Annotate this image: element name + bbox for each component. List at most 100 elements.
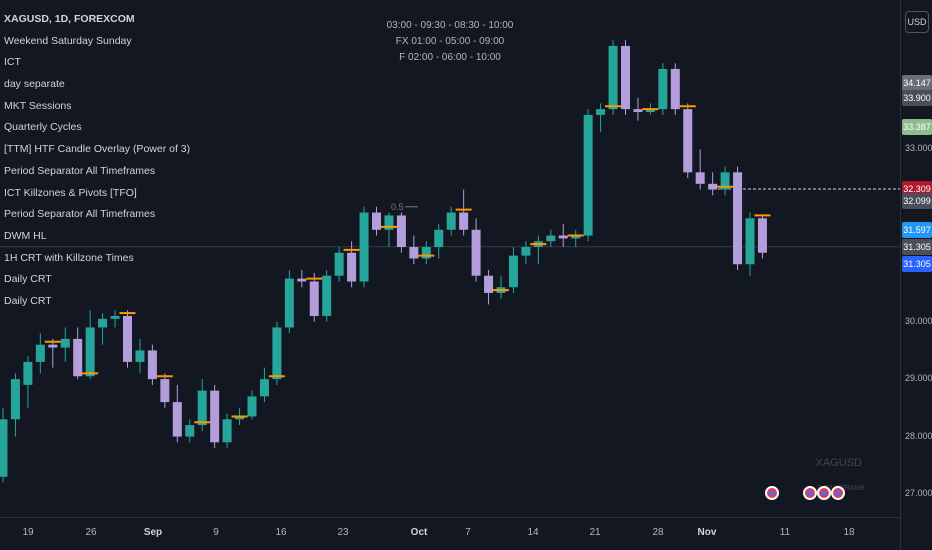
candle-body[interactable]	[372, 212, 381, 230]
candle-body[interactable]	[757, 218, 767, 253]
candle-body[interactable]	[621, 45, 630, 110]
price-tag: 31.305	[902, 255, 932, 272]
price-tick-label: 27.000	[905, 488, 932, 499]
candle-body[interactable]	[558, 235, 568, 239]
candle-body[interactable]	[645, 109, 655, 113]
price-tag: 33.900	[902, 89, 932, 106]
candle-body[interactable]	[421, 247, 431, 259]
time-axis[interactable]: 19 26 Sep 9 16 23 Oct 7 14 21 28 Nov 11 18	[0, 517, 900, 550]
time-tick-label: 18	[843, 527, 855, 538]
candle-body[interactable]	[135, 350, 145, 362]
candle-body[interactable]	[160, 379, 170, 403]
candle-body[interactable]	[571, 235, 581, 239]
time-tick-label: 14	[527, 527, 539, 538]
candle-body[interactable]	[471, 229, 481, 276]
time-tick-label: 11	[779, 527, 791, 538]
time-tick-label: 7	[465, 527, 471, 538]
indicator-legend-item[interactable]: 1H CRT with Killzone Times	[4, 251, 134, 264]
indicator-legend-item[interactable]: MKT Sessions	[4, 99, 72, 112]
candle-body[interactable]	[384, 215, 394, 230]
candle-body[interactable]	[10, 379, 20, 420]
indicator-legend-item[interactable]: [TTM] HTF Candle Overlay (Power of 3)	[4, 143, 191, 156]
indicator-legend-item[interactable]: XAGUSD, 1D, FOREXCOM	[4, 13, 135, 25]
candle-body[interactable]	[172, 402, 182, 437]
candle-body[interactable]	[222, 419, 232, 443]
candle-body[interactable]	[720, 172, 730, 190]
candle-body[interactable]	[695, 172, 705, 184]
candle-body[interactable]	[73, 338, 83, 377]
indicator-legend-item[interactable]: day separate	[4, 78, 65, 91]
indicator-legend-item[interactable]: ICT Killzones & Pivots [TFO]	[4, 186, 137, 199]
indicator-legend-item[interactable]: Daily CRT	[4, 273, 52, 286]
economic-event-flag-icon[interactable]	[803, 486, 817, 500]
candle-body[interactable]	[110, 315, 120, 319]
candle-body[interactable]	[23, 361, 33, 385]
candle-body[interactable]	[210, 390, 220, 443]
candle-body[interactable]	[85, 327, 95, 377]
candle-body[interactable]	[35, 344, 45, 362]
candle-body[interactable]	[48, 344, 58, 348]
price-tick-label: 33.000	[905, 143, 932, 154]
candle-body[interactable]	[322, 275, 332, 316]
candle-body[interactable]	[147, 350, 157, 380]
price-tag: 34.147	[902, 75, 932, 92]
time-tick-label: Oct	[410, 527, 428, 538]
candle-body[interactable]	[123, 315, 132, 362]
candle-body[interactable]	[359, 212, 369, 282]
price-tag: 32.309	[902, 181, 932, 198]
candle-body[interactable]	[508, 255, 518, 288]
indicator-legend-item[interactable]: Daily CRT	[4, 294, 52, 307]
candle-body[interactable]	[272, 327, 282, 380]
candle-body[interactable]	[0, 419, 8, 477]
economic-event-flag-icon[interactable]	[831, 486, 845, 500]
candle-body[interactable]	[347, 252, 357, 282]
candle-body[interactable]	[583, 114, 593, 236]
candle-body[interactable]	[197, 390, 207, 426]
candle-body[interactable]	[446, 212, 456, 230]
candle-body[interactable]	[658, 68, 668, 110]
candle-body[interactable]	[409, 247, 419, 259]
candle-body[interactable]	[733, 172, 743, 265]
candle-body[interactable]	[235, 416, 245, 420]
candle-body[interactable]	[608, 45, 618, 110]
economic-event-flag-icon[interactable]	[817, 486, 831, 500]
price-tag: 31.305	[902, 238, 932, 255]
candle-body[interactable]	[683, 109, 693, 173]
candle-body[interactable]	[521, 247, 531, 256]
candle-body[interactable]	[247, 396, 257, 417]
candle-body[interactable]	[546, 235, 556, 242]
candle-body[interactable]	[670, 68, 680, 110]
session-line-1: 03:00 - 09:30 - 08:30 - 10:00	[386, 20, 514, 31]
indicator-legend-item[interactable]: Weekend Saturday Sunday	[4, 34, 132, 47]
candle-body[interactable]	[185, 425, 195, 437]
candle-body[interactable]	[284, 278, 294, 328]
candle-body[interactable]	[434, 229, 444, 248]
currency-button[interactable]: USD	[905, 11, 929, 33]
candle-body[interactable]	[98, 318, 108, 328]
candle-body[interactable]	[309, 281, 319, 316]
candle-body[interactable]	[297, 278, 307, 282]
candle-body[interactable]	[484, 275, 494, 293]
indicator-legend-item[interactable]: DWM HL	[4, 229, 47, 242]
time-tick-label: 21	[589, 527, 601, 538]
candle-body[interactable]	[708, 183, 718, 190]
candle-body[interactable]	[745, 218, 755, 265]
indicator-legend-item[interactable]: Period Separator All Timeframes	[4, 164, 156, 177]
indicator-legend-item[interactable]: Period Separator All Timeframes	[4, 208, 156, 221]
economic-event-flag-icon[interactable]	[765, 486, 779, 500]
time-tick-label: 19	[22, 527, 34, 538]
candlestick-chart[interactable]: 0.5	[0, 0, 900, 517]
chart-area[interactable]: 0.5 XAGUSD, 1D, FOREXCOM Weekend Saturday…	[0, 0, 900, 517]
candle-body[interactable]	[259, 379, 269, 397]
candle-body[interactable]	[334, 252, 344, 276]
indicator-legend-item[interactable]: Quarterly Cycles	[4, 121, 82, 134]
price-tag: 33.387	[902, 119, 932, 136]
candle-body[interactable]	[459, 212, 469, 230]
indicator-legend-item[interactable]: ICT	[4, 56, 21, 69]
candle-body[interactable]	[60, 338, 70, 348]
candle-body[interactable]	[396, 215, 406, 248]
session-line-3: F 02:00 - 06:00 - 10:00	[399, 52, 501, 63]
candle-body[interactable]	[633, 109, 643, 113]
candle-body[interactable]	[596, 109, 606, 115]
price-axis[interactable]: USD 33.00032.00031.00030.00029.00028.000…	[900, 0, 932, 550]
